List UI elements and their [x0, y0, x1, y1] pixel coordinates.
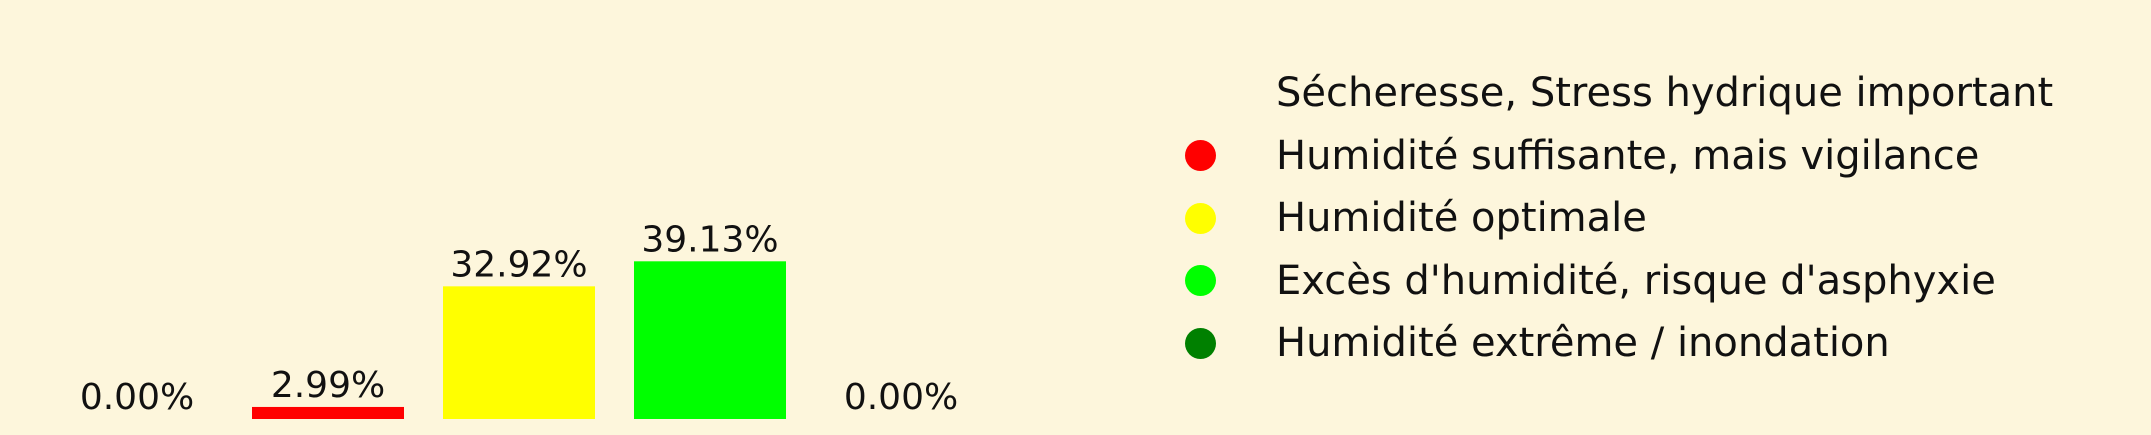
legend-label: Humidité optimale: [1276, 195, 1647, 242]
legend-dot-icon: [1185, 77, 1216, 109]
bar: [252, 406, 404, 419]
legend-dot-icon: [1185, 327, 1216, 359]
bar-value-label: 0.00%: [80, 377, 194, 418]
bar-value-label: 39.13%: [641, 219, 778, 260]
bar-value-label: 2.99%: [271, 365, 385, 406]
legend-dot-icon: [1185, 202, 1216, 234]
bar-value-label: 0.00%: [844, 377, 958, 418]
legend-label: Humidité extrême / inondation: [1276, 320, 1890, 367]
legend-item-secheresse: Sécheresse, Stress hydrique important: [1185, 62, 2053, 125]
legend-item-vigilance: Humidité suffisante, mais vigilance: [1185, 125, 2053, 188]
legend-item-exces: Excès d'humidité, risque d'asphyxie: [1185, 250, 2053, 313]
bar: [634, 261, 786, 419]
legend-dot-icon: [1185, 265, 1216, 297]
bar-chart: 0.00% 2.99% 32.92% 39.13% 0.00%: [80, 219, 958, 419]
bar: [443, 286, 595, 419]
legend-label: Humidité suffisante, mais vigilance: [1276, 132, 1980, 179]
legend-label: Sécheresse, Stress hydrique important: [1276, 70, 2054, 117]
legend-item-inondation: Humidité extrême / inondation: [1185, 312, 2053, 375]
legend-item-optimale: Humidité optimale: [1185, 187, 2053, 250]
legend-label: Excès d'humidité, risque d'asphyxie: [1276, 257, 1996, 304]
legend: Sécheresse, Stress hydrique important Hu…: [1185, 62, 2053, 375]
legend-dot-icon: [1185, 140, 1216, 172]
bar-value-label: 32.92%: [450, 244, 587, 285]
